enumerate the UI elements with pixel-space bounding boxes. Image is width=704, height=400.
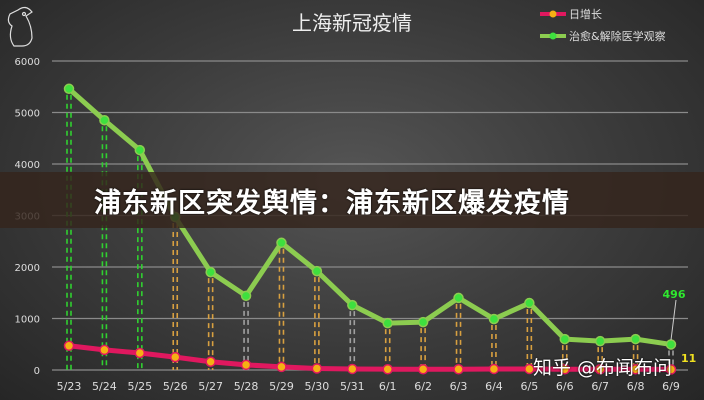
data-point [594,335,606,347]
data-point [453,363,464,375]
data-point [99,114,110,126]
x-tick-label: 6/9 [662,380,680,393]
x-tick-label: 6/7 [591,380,609,393]
x-tick-label: 6/6 [556,380,574,393]
legend-label: 日增长 [569,7,602,21]
data-point [311,265,323,277]
x-tick-label: 6/8 [627,380,645,393]
data-point [347,299,358,311]
data-point [594,363,606,375]
x-tick-label: 6/3 [450,380,468,393]
data-point [311,363,323,374]
y-tick-label: 1000 [15,315,40,326]
x-tick-label: 5/23 [57,380,82,393]
x-tick-label: 6/5 [521,380,539,393]
y-tick-label: 4000 [15,160,40,171]
data-point [665,364,677,375]
x-tick-label: 5/31 [340,380,365,393]
data-point [347,363,358,375]
parrot-logo-icon [7,6,33,47]
data-label: 496 [663,288,686,301]
x-tick-label: 6/2 [414,380,432,393]
data-point [63,340,75,352]
data-point [665,339,677,350]
data-point [524,297,535,309]
data-point [630,363,641,375]
y-tick-label: 0 [34,366,40,377]
y-tick-label: 5000 [15,109,40,120]
headline-text: 浦东新区突发舆情：浦东新区爆发疫情 [94,187,570,219]
x-tick-label: 5/28 [234,380,259,393]
y-tick-label: 6000 [15,57,40,68]
data-point [99,344,110,356]
x-tick-label: 5/24 [92,380,117,393]
legend-marker [549,32,557,40]
data-point [524,363,535,375]
data-point [276,237,287,249]
chart-title: 上海新冠疫情 [292,11,412,35]
data-label: 11 [681,352,696,365]
x-tick-label: 5/29 [269,380,294,393]
legend-marker [549,10,557,18]
data-point [205,266,216,278]
data-point [169,351,181,363]
x-tick-label: 6/1 [379,380,397,393]
data-point [453,292,464,304]
y-tick-label: 2000 [15,263,40,274]
data-point [134,144,146,156]
data-point [240,290,252,302]
data-point [488,363,500,375]
data-point [63,83,75,95]
x-tick-label: 6/4 [485,380,503,393]
label-leader [670,299,677,341]
data-point [382,363,393,375]
watermark: 知乎 @布闻布问 [533,357,673,379]
series-line [68,343,672,372]
x-tick-label: 5/27 [198,380,223,393]
data-point [630,333,641,345]
data-point [276,361,287,373]
data-point [134,347,146,359]
data-point [559,333,571,345]
data-point [240,359,252,371]
legend-label: 治愈&解除医学观察 [569,29,666,43]
data-point [488,313,500,325]
headline-banner: 浦东新区突发舆情：浦东新区爆发疫情 [0,172,704,228]
x-tick-label: 5/26 [163,380,188,393]
x-tick-label: 5/30 [305,380,330,393]
data-point [205,356,216,368]
data-point [417,316,429,328]
data-point [417,363,429,375]
data-point [559,363,571,375]
x-tick-label: 5/25 [127,380,152,393]
data-point [382,317,393,329]
